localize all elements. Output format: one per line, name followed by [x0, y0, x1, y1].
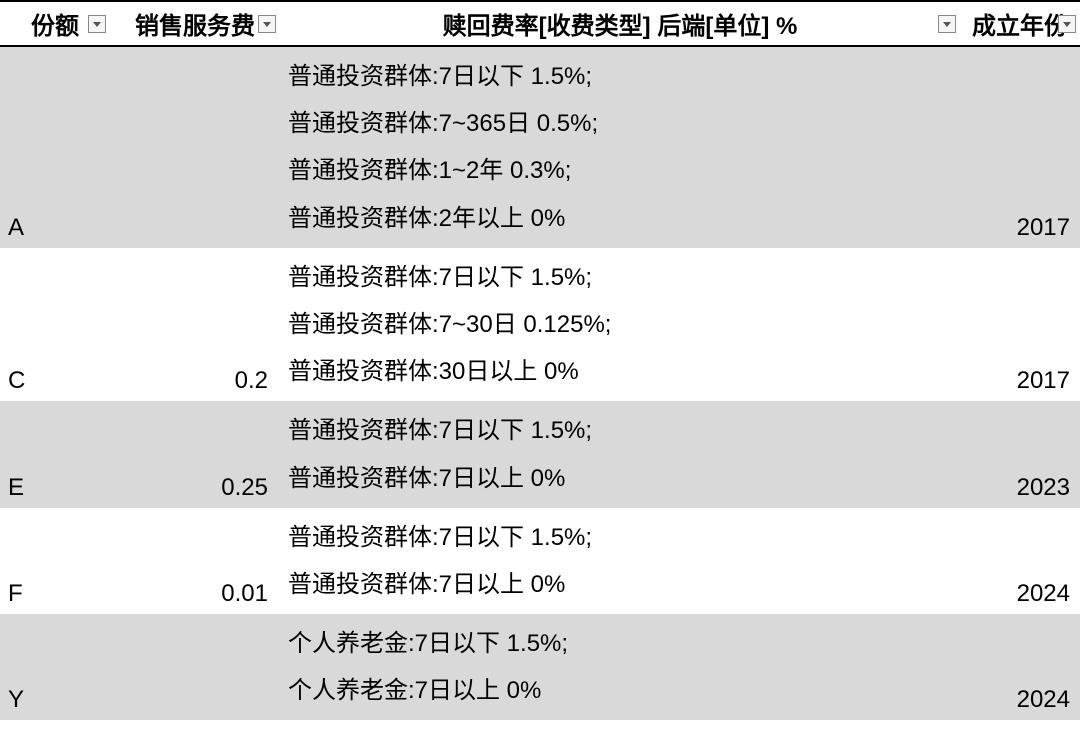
header-year-label: 成立年份 — [972, 6, 1068, 41]
table-row: F0.01普通投资群体:7日以下 1.5%;普通投资群体:7日以上 0%2024 — [0, 508, 1080, 614]
share-cell: Y — [0, 614, 110, 720]
year-cell: 2017 — [960, 248, 1080, 402]
header-redemption-label: 赎回费率[收费类型] 后端[单位] % — [443, 6, 798, 41]
redemption-line: 普通投资群体:7日以上 0% — [288, 561, 952, 608]
redemption-line: 普通投资群体:7日以下 1.5%; — [288, 407, 952, 454]
redemption-cell: 普通投资群体:7日以下 1.5%;普通投资群体:7日以上 0% — [280, 401, 960, 507]
redemption-line: 普通投资群体:30日以上 0% — [288, 348, 952, 395]
share-cell: A — [0, 46, 110, 248]
table-row: Y 个人养老金:7日以下 1.5%;个人养老金:7日以上 0%2024 — [0, 614, 1080, 720]
service-fee-cell: 0.01 — [110, 508, 280, 614]
dropdown-icon[interactable] — [258, 15, 276, 33]
redemption-line: 普通投资群体:7日以下 1.5%; — [288, 53, 952, 100]
header-service-fee-label: 销售服务费 — [135, 6, 255, 41]
year-cell: 2024 — [960, 614, 1080, 720]
share-cell: E — [0, 401, 110, 507]
table-row: E0.25普通投资群体:7日以下 1.5%;普通投资群体:7日以上 0%2023 — [0, 401, 1080, 507]
service-fee-cell — [110, 46, 280, 248]
dropdown-icon[interactable] — [1058, 15, 1076, 33]
header-redemption: 赎回费率[收费类型] 后端[单位] % — [280, 1, 960, 46]
table-row: C0.2普通投资群体:7日以下 1.5%;普通投资群体:7~30日 0.125%… — [0, 248, 1080, 402]
redemption-line: 普通投资群体:2年以上 0% — [288, 195, 952, 242]
header-row: 份额 销售服务费 赎回费率[收费类型] 后端[单位] % 成立年份 — [0, 1, 1080, 46]
service-fee-cell — [110, 614, 280, 720]
table-body: A普通投资群体:7日以下 1.5%;普通投资群体:7~365日 0.5%;普通投… — [0, 46, 1080, 720]
service-fee-cell: 0.25 — [110, 401, 280, 507]
year-cell: 2024 — [960, 508, 1080, 614]
redemption-line: 普通投资群体:7~30日 0.125%; — [288, 301, 952, 348]
dropdown-icon[interactable] — [938, 15, 956, 33]
header-year: 成立年份 — [960, 1, 1080, 46]
redemption-cell: 个人养老金:7日以下 1.5%;个人养老金:7日以上 0% — [280, 614, 960, 720]
redemption-cell: 普通投资群体:7日以下 1.5%;普通投资群体:7日以上 0% — [280, 508, 960, 614]
year-cell: 2017 — [960, 46, 1080, 248]
table-row: A普通投资群体:7日以下 1.5%;普通投资群体:7~365日 0.5%;普通投… — [0, 46, 1080, 248]
share-cell: F — [0, 508, 110, 614]
redemption-cell: 普通投资群体:7日以下 1.5%;普通投资群体:7~365日 0.5%;普通投资… — [280, 46, 960, 248]
service-fee-cell: 0.2 — [110, 248, 280, 402]
redemption-line: 普通投资群体:7日以下 1.5%; — [288, 514, 952, 561]
redemption-line: 普通投资群体:1~2年 0.3%; — [288, 147, 952, 194]
redemption-line: 普通投资群体:7~365日 0.5%; — [288, 100, 952, 147]
redemption-line: 普通投资群体:7日以下 1.5%; — [288, 254, 952, 301]
fund-fee-table: 份额 销售服务费 赎回费率[收费类型] 后端[单位] % 成立年份 — [0, 0, 1080, 720]
redemption-line: 普通投资群体:7日以上 0% — [288, 455, 952, 502]
year-cell: 2023 — [960, 401, 1080, 507]
header-service-fee: 销售服务费 — [110, 1, 280, 46]
redemption-line: 个人养老金:7日以下 1.5%; — [288, 620, 952, 667]
redemption-line: 个人养老金:7日以上 0% — [288, 667, 952, 714]
dropdown-icon[interactable] — [88, 15, 106, 33]
header-share-label: 份额 — [31, 6, 79, 41]
redemption-cell: 普通投资群体:7日以下 1.5%;普通投资群体:7~30日 0.125%;普通投… — [280, 248, 960, 402]
header-share: 份额 — [0, 1, 110, 46]
share-cell: C — [0, 248, 110, 402]
